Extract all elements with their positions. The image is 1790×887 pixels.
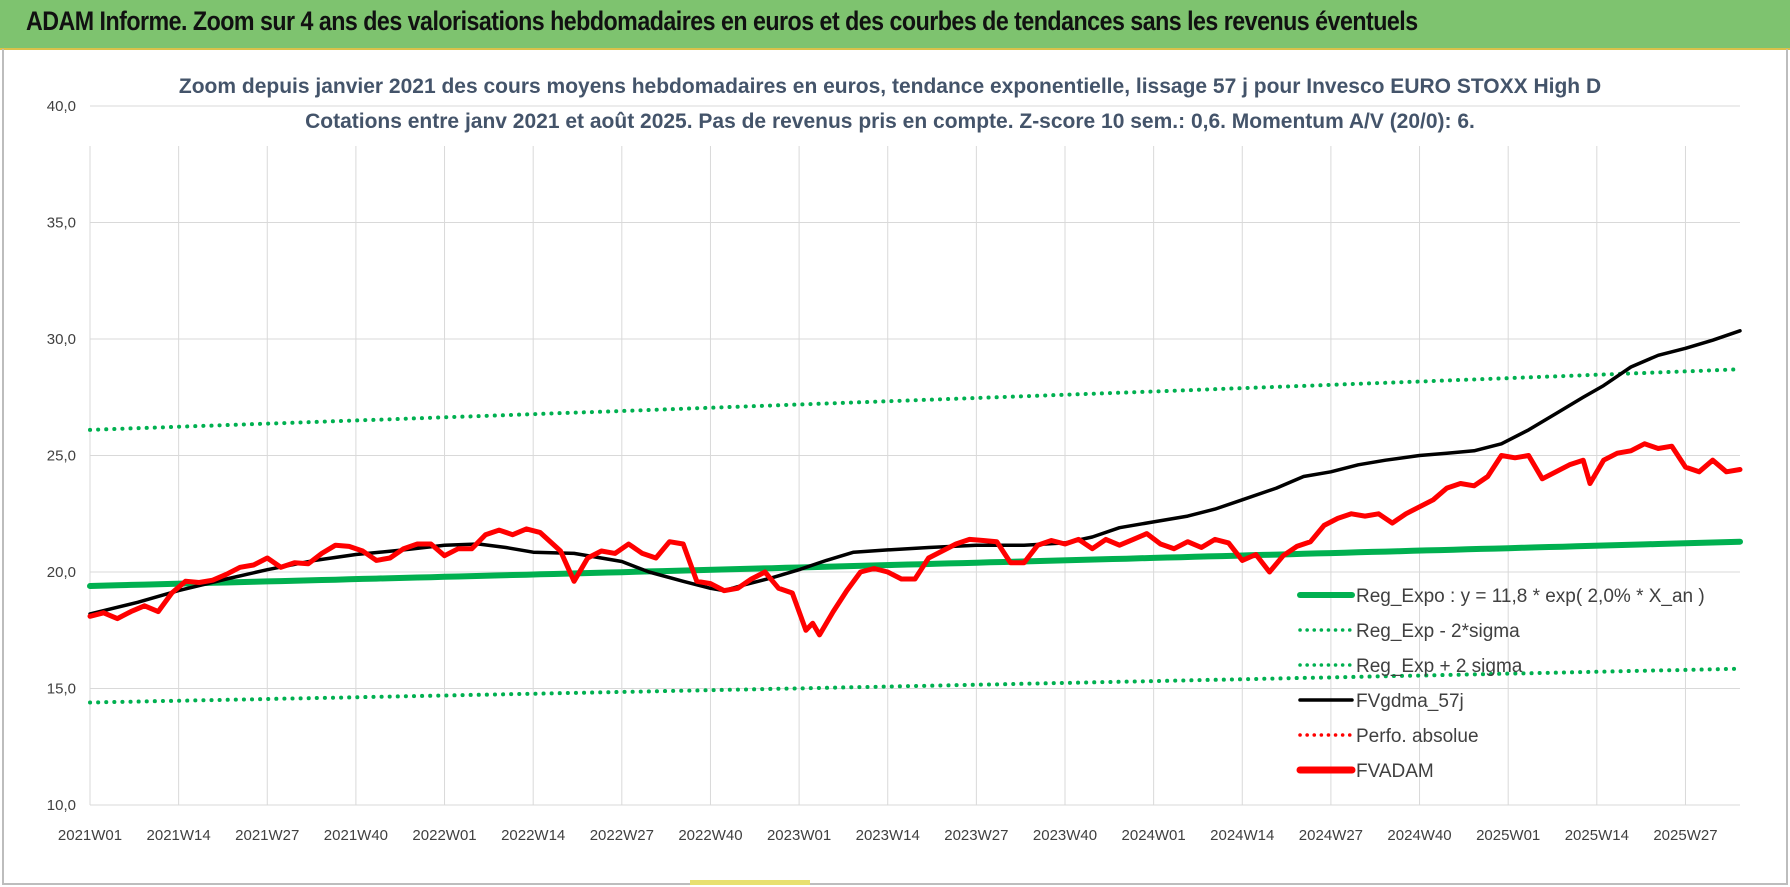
- y-tick-label: 15,0: [47, 681, 76, 698]
- legend-label-reg-exp-2-sigma: Reg_Exp + 2 sigma: [1356, 656, 1523, 677]
- footer-tab: [690, 880, 810, 885]
- x-tick-label: 2021W14: [147, 827, 211, 844]
- x-tick-label: 2024W40: [1387, 827, 1451, 844]
- x-tick-label: 2025W01: [1476, 827, 1540, 844]
- legend: Reg_Expo : y = 11,8 * exp( 2,0% * X_an )…: [1296, 586, 1705, 782]
- plot-lines: [87, 329, 1743, 705]
- legend-label-perfo-absolue: Perfo. absolue: [1356, 726, 1479, 747]
- legend-label-reg-exp-2-sigma: Reg_Exp - 2*sigma: [1356, 621, 1520, 642]
- legend-label-fvgdma-57j: FVgdma_57j: [1356, 691, 1464, 712]
- x-tick-label: 2023W14: [856, 827, 920, 844]
- x-tick-label: 2021W01: [58, 827, 122, 844]
- y-tick-label: 40,0: [47, 98, 76, 115]
- x-tick-label: 2023W27: [944, 827, 1008, 844]
- x-tick-label: 2025W14: [1565, 827, 1629, 844]
- y-axis-ticks: 10,0 15,0 20,0 25,0 30,0 35,0 40,0: [47, 98, 76, 814]
- x-tick-label: 2021W40: [324, 827, 388, 844]
- x-axis-ticks: 2021W01 2021W14 2021W27 2021W40 2022W01 2022W…: [58, 827, 1718, 844]
- x-tick-label: 2022W14: [501, 827, 565, 844]
- legend-label-fvadam: FVADAM: [1356, 761, 1434, 782]
- x-tick-label: 2024W14: [1210, 827, 1274, 844]
- series-line-reg-exp-2-sigma: [88, 666, 1742, 705]
- header-banner: ADAM Informe. Zoom sur 4 ans des valoris…: [0, 0, 1790, 50]
- x-tick-label: 2025W27: [1653, 827, 1717, 844]
- x-tick-label: 2024W01: [1122, 827, 1186, 844]
- x-tick-label: 2022W01: [412, 827, 476, 844]
- chart-title-line-1: Zoom depuis janvier 2021 des cours moyen…: [179, 75, 1601, 98]
- y-tick-label: 10,0: [47, 797, 76, 814]
- chart-frame: [2, 49, 1788, 885]
- x-tick-label: 2022W40: [678, 827, 742, 844]
- series-line-reg-exp-2-sigma: [88, 367, 1742, 432]
- y-tick-label: 30,0: [47, 331, 76, 348]
- series-line-reg-expo-y-11-8-exp-2-0-x-an: [87, 538, 1743, 589]
- y-tick-label: 35,0: [47, 215, 76, 232]
- header-title: ADAM Informe. Zoom sur 4 ans des valoris…: [26, 6, 1418, 36]
- legend-label-reg-expo-y-11-8-exp-2-0-x-an: Reg_Expo : y = 11,8 * exp( 2,0% * X_an ): [1356, 586, 1705, 607]
- series-line-fvadam: [87, 441, 1743, 638]
- x-tick-label: 2024W27: [1299, 827, 1363, 844]
- grid: [89, 105, 1740, 806]
- x-tick-label: 2023W40: [1033, 827, 1097, 844]
- chart-title-line-2: Cotations entre janv 2021 et août 2025. …: [305, 110, 1475, 133]
- x-tick-label: 2021W27: [235, 827, 299, 844]
- y-tick-label: 20,0: [47, 564, 76, 581]
- x-tick-label: 2023W01: [767, 827, 831, 844]
- y-tick-label: 25,0: [47, 448, 76, 465]
- x-tick-label: 2022W27: [590, 827, 654, 844]
